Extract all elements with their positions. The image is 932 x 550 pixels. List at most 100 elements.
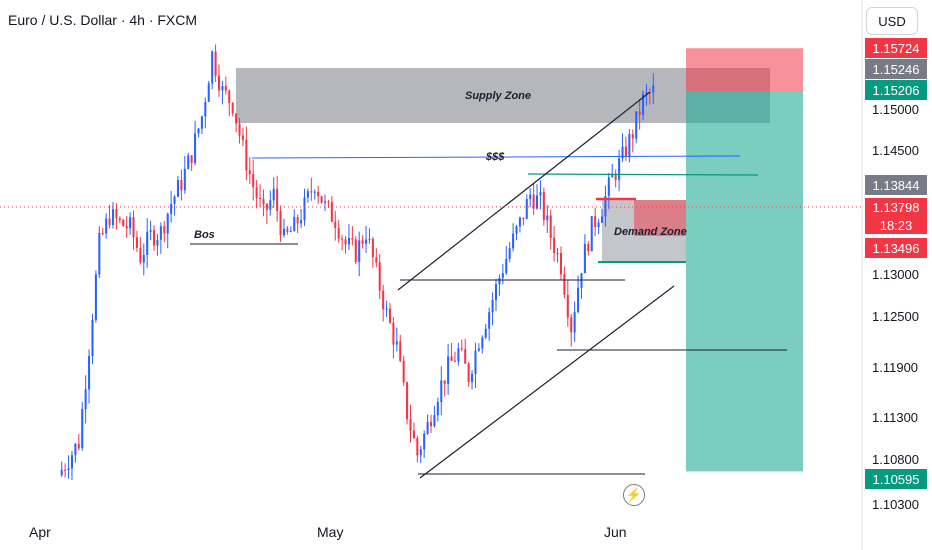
- lightning-icon[interactable]: ⚡: [623, 484, 645, 506]
- candle-body: [409, 419, 412, 431]
- demand-zone-label: Demand Zone: [614, 226, 687, 238]
- candle-body: [570, 317, 573, 333]
- candle-body: [156, 239, 159, 246]
- candle-body: [508, 248, 511, 259]
- currency-button[interactable]: USD: [866, 7, 918, 35]
- candle-body: [618, 158, 621, 180]
- candle-body: [180, 179, 183, 191]
- candle-body: [549, 215, 552, 238]
- candle-body: [197, 128, 200, 134]
- price-tag: 1.15246: [865, 59, 927, 79]
- candle-body: [477, 348, 480, 351]
- candle-body: [464, 349, 467, 364]
- x-tick-label: May: [317, 524, 344, 540]
- candle-body: [512, 233, 515, 249]
- candle-body: [224, 85, 227, 91]
- candle-body: [255, 187, 258, 198]
- candle-body: [282, 228, 286, 236]
- candle-body: [600, 216, 604, 223]
- candle-body: [365, 239, 368, 244]
- candle-body: [265, 203, 268, 210]
- candle-body: [361, 240, 364, 244]
- candle-body: [276, 188, 279, 212]
- price-tag-last: 1.13798: [865, 198, 927, 216]
- candle-body: [583, 243, 586, 274]
- candle-body: [183, 168, 186, 191]
- candle-body: [419, 449, 422, 456]
- candle-body: [518, 217, 521, 227]
- candle-body: [351, 237, 354, 240]
- candle-body: [221, 85, 224, 91]
- candle-body: [293, 217, 296, 232]
- candle-body: [132, 217, 135, 238]
- candle-body: [163, 226, 166, 234]
- candle-body: [135, 237, 138, 249]
- bos-label: Bos: [194, 229, 215, 241]
- channel-upper-line: [397, 91, 651, 291]
- candle-body: [563, 274, 566, 295]
- candle-body: [327, 201, 330, 203]
- candle-body: [532, 194, 535, 209]
- candle-body: [358, 240, 361, 262]
- candle-body: [399, 341, 402, 361]
- candle-body: [611, 174, 614, 178]
- candle-body: [88, 356, 91, 390]
- candle-body: [190, 155, 193, 164]
- candle-body: [101, 232, 104, 234]
- candle-body: [207, 83, 210, 102]
- candle-body: [347, 237, 350, 245]
- candle-body: [341, 238, 344, 240]
- candle-body: [536, 195, 539, 209]
- candle-body: [440, 380, 443, 403]
- price-tag-entry: 1.15206: [865, 80, 927, 100]
- candle-body: [272, 188, 275, 201]
- candle-body: [474, 350, 477, 374]
- candle-body: [402, 360, 405, 383]
- candle-body: [91, 320, 94, 357]
- candle-body: [118, 218, 121, 220]
- candle-body: [238, 123, 241, 136]
- candle-body: [248, 170, 251, 175]
- candle-body: [105, 218, 108, 234]
- candle-body: [122, 219, 125, 227]
- candle-body: [378, 262, 381, 291]
- structure-line: [527, 173, 759, 176]
- candle-body: [481, 337, 484, 349]
- candle-body: [426, 421, 429, 434]
- x-tick-label: Apr: [29, 524, 51, 540]
- candle-body: [652, 85, 655, 93]
- candle-body: [176, 179, 179, 197]
- candle-body: [553, 237, 556, 254]
- candle-body: [412, 430, 415, 439]
- candle-body: [81, 409, 84, 449]
- candle-body: [344, 239, 347, 245]
- candle-body: [94, 274, 97, 321]
- y-tick-label: 1.13000: [872, 267, 919, 282]
- candle-body: [111, 209, 115, 225]
- candle-body: [228, 90, 231, 103]
- candle-body: [577, 287, 580, 313]
- price-tag-target: 1.10595: [865, 469, 927, 489]
- candle-body: [556, 253, 559, 255]
- candle-body: [522, 217, 525, 219]
- stop-loss-zone: [686, 48, 803, 92]
- supply-zone-label: Supply Zone: [465, 90, 531, 102]
- candle-body: [624, 146, 627, 157]
- candle-body: [77, 443, 80, 449]
- candle-body: [450, 356, 453, 361]
- candle-body: [296, 217, 299, 224]
- candle-body: [313, 191, 316, 193]
- candle-body: [460, 348, 463, 350]
- candle-body: [279, 211, 282, 236]
- candle-body: [525, 199, 528, 219]
- candle-body: [74, 443, 77, 456]
- candle-body: [515, 226, 518, 234]
- candle-body: [471, 373, 474, 383]
- candle-body: [566, 294, 569, 318]
- candle-body: [546, 215, 549, 221]
- countdown-tag: 18:23: [865, 216, 927, 234]
- y-tick-label: 1.14500: [872, 143, 919, 158]
- candle-body: [231, 102, 234, 114]
- candle-body: [587, 243, 590, 252]
